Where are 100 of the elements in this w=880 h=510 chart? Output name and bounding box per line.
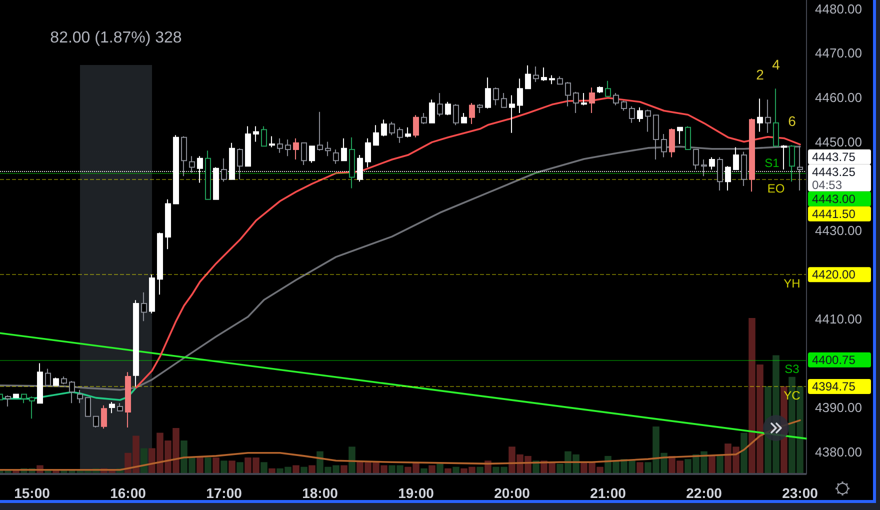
- x-tick-label: 15:00: [14, 485, 50, 501]
- bar: [140, 448, 148, 473]
- candlestick: [525, 64, 531, 90]
- candlestick: [5, 394, 11, 407]
- bar: [300, 466, 308, 473]
- candlestick: [685, 126, 691, 150]
- x-tick-label: 20:00: [494, 485, 530, 501]
- y-tick-label: 4390.00: [815, 400, 862, 416]
- candlestick: [141, 292, 147, 322]
- bar: [716, 454, 724, 473]
- candlestick: [13, 394, 19, 398]
- candlestick: [125, 372, 131, 428]
- bar: [268, 468, 276, 473]
- candlestick: [269, 136, 275, 148]
- bar: [636, 462, 644, 473]
- bar: [204, 458, 212, 473]
- annotation: EO: [767, 181, 785, 196]
- candlestick: [237, 148, 243, 180]
- candlestick: [181, 136, 187, 177]
- bar: [740, 432, 748, 473]
- bar: [420, 468, 428, 473]
- candlestick: [749, 118, 755, 192]
- annotation: S3: [784, 362, 800, 376]
- candlestick: [221, 158, 227, 182]
- line-series: [0, 386, 137, 401]
- candlestick: [517, 78, 523, 114]
- y-tick-label: 4480.00: [815, 1, 862, 16]
- candlestick: [349, 136, 355, 189]
- candlestick: [677, 126, 683, 144]
- candlestick: [85, 397, 91, 417]
- line-series: [0, 146, 801, 391]
- candlestick: [325, 141, 331, 157]
- candlestick: [637, 106, 643, 122]
- bar: [308, 465, 316, 473]
- candlestick: [61, 376, 67, 385]
- candlestick: [573, 91, 579, 114]
- candlestick: [717, 156, 723, 191]
- candlestick: [37, 362, 43, 404]
- candlestick: [773, 88, 779, 147]
- ref-line-label: 4443.25: [812, 164, 856, 179]
- candlestick: [245, 126, 251, 167]
- bar: [340, 465, 348, 473]
- candlestick: [45, 368, 51, 386]
- ref-line-label: 4394.75: [812, 380, 856, 394]
- y-tick-label: 4460.00: [815, 90, 862, 105]
- annotation: 4443.75: [812, 150, 856, 164]
- candlestick: [405, 126, 411, 138]
- candlestick: [565, 81, 571, 107]
- candlestick: [293, 138, 299, 160]
- x-tick-label: 18:00: [302, 485, 338, 501]
- ref-line-label: 4420.00: [812, 268, 856, 282]
- x-tick-label: 16:00: [110, 485, 146, 501]
- candlestick: [461, 112, 467, 124]
- candlestick: [629, 106, 635, 124]
- candlestick: [557, 76, 563, 85]
- candlestick: [485, 77, 491, 110]
- candlestick: [765, 99, 771, 134]
- candlestick: [757, 98, 763, 132]
- candlestick: [645, 109, 651, 132]
- candlestick: [261, 126, 267, 147]
- annotation: 4: [772, 56, 780, 73]
- candlestick: [21, 394, 27, 404]
- bar: [292, 465, 300, 473]
- candlestick: [341, 138, 347, 162]
- candlestick: [501, 92, 507, 108]
- bar: [708, 456, 716, 473]
- candlestick: [165, 198, 171, 250]
- y-tick-label: 4430.00: [815, 222, 862, 238]
- bar: [260, 462, 268, 473]
- candlestick: [117, 402, 123, 412]
- x-tick-label: 21:00: [590, 485, 626, 501]
- candlestick: [445, 101, 451, 116]
- ref-line-label: 4400.75: [812, 352, 856, 367]
- candlestick: [389, 121, 395, 136]
- y-tick-label: 4380.00: [815, 444, 862, 460]
- annotation: S1: [764, 156, 780, 170]
- candlestick: [653, 114, 659, 160]
- candlestick: [301, 142, 307, 166]
- candlestick: [477, 104, 483, 114]
- annotation: YH: [784, 276, 800, 291]
- candlestick: [781, 144, 787, 170]
- candlestick: [541, 67, 547, 82]
- bar: [476, 466, 484, 473]
- candlestick: [605, 80, 611, 97]
- candlestick: [69, 380, 75, 404]
- x-tick-label: 22:00: [686, 485, 722, 501]
- ref-line-label: 4441.50: [812, 206, 856, 221]
- candlestick: [189, 156, 195, 174]
- bar: [436, 464, 444, 473]
- candlestick: [101, 404, 107, 430]
- candlestick: [93, 416, 99, 428]
- candlestick: [285, 139, 291, 157]
- candlestick: [693, 149, 699, 170]
- candlestick: [29, 396, 35, 420]
- bar: [444, 468, 452, 473]
- candlestick: [205, 150, 211, 200]
- candlestick: [149, 274, 155, 314]
- bar: [196, 458, 204, 473]
- bar: [212, 458, 220, 473]
- bar: [452, 466, 460, 473]
